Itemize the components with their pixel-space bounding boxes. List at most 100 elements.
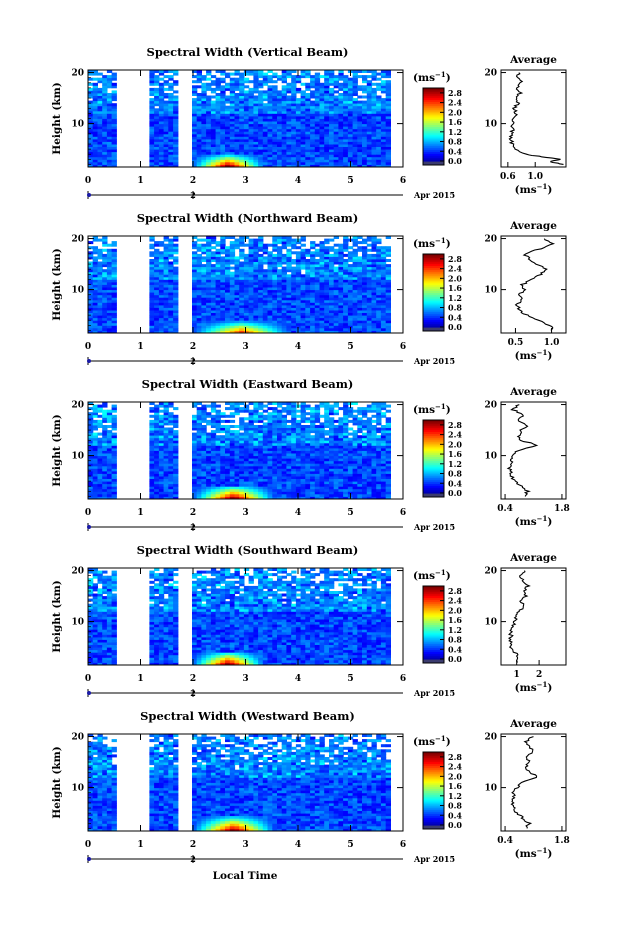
- heatmap-cell: [267, 105, 273, 109]
- heatmap-cell: [352, 236, 358, 239]
- heatmap-cell: [385, 128, 391, 132]
- heatmap-cell: [102, 430, 108, 434]
- heatmap-cell: [253, 325, 259, 329]
- heatmap-cell: [324, 238, 330, 242]
- heatmap-cell: [154, 274, 160, 278]
- heatmap-cell: [210, 279, 217, 283]
- heatmap-cell: [102, 325, 108, 329]
- heatmap-cell: [201, 128, 207, 132]
- heatmap-cell: [295, 154, 302, 158]
- heatmap-cell: [239, 491, 245, 495]
- heatmap-cell: [97, 93, 103, 96]
- heatmap-cell: [385, 161, 391, 165]
- heatmap-cell: [362, 246, 368, 250]
- heatmap-cell: [286, 251, 292, 255]
- heatmap-cell: [192, 123, 198, 127]
- heatmap-cell: [300, 103, 306, 107]
- heatmap-cell: [210, 256, 217, 260]
- heatmap-cell: [220, 276, 226, 280]
- heatmap-cell: [295, 118, 302, 122]
- heatmap-cell: [201, 445, 207, 449]
- heatmap-cell: [229, 468, 236, 472]
- heatmap-cell: [371, 281, 377, 285]
- heatmap-cell: [192, 445, 198, 449]
- heatmap-cell: [248, 126, 254, 130]
- heatmap-cell: [154, 310, 160, 313]
- heatmap-cell: [192, 121, 198, 125]
- heatmap-cell: [220, 238, 226, 242]
- heatmap-cell: [258, 80, 264, 84]
- heatmap-cell: [376, 138, 382, 142]
- heatmap-cell: [272, 276, 278, 280]
- heatmap-cell: [385, 113, 391, 117]
- heatmap-cell: [215, 440, 221, 444]
- heatmap-cell: [329, 281, 335, 285]
- heatmap-cell: [262, 312, 269, 316]
- heatmap-cell: [239, 100, 245, 104]
- heatmap-cell: [111, 294, 117, 298]
- heatmap-cell: [215, 327, 221, 331]
- heatmap-cell: [343, 133, 349, 137]
- heatmap-cell: [371, 269, 377, 273]
- heatmap-cell: [281, 70, 287, 73]
- heatmap-cell: [215, 404, 221, 408]
- heatmap-cell: [300, 310, 306, 313]
- heatmap-cell: [196, 478, 202, 482]
- heatmap-cell: [97, 455, 103, 459]
- heatmap-cell: [253, 77, 259, 81]
- heatmap-cell: [92, 98, 98, 102]
- heatmap-cell: [92, 325, 98, 329]
- heatmap-cell: [385, 294, 391, 298]
- heatmap-cell: [357, 156, 363, 160]
- heatmap-cell: [97, 149, 103, 153]
- heatmap-cell: [163, 274, 169, 278]
- heatmap-cell: [88, 149, 94, 153]
- heatmap-cell: [173, 425, 179, 428]
- heatmap-cell: [92, 251, 98, 255]
- heatmap-cell: [376, 269, 382, 273]
- heatmap-cell: [333, 144, 339, 147]
- heatmap-cell: [206, 264, 212, 268]
- heatmap-cell: [357, 133, 363, 137]
- heatmap-cell: [258, 312, 264, 316]
- heatmap-cell: [215, 488, 221, 492]
- heatmap-cell: [239, 432, 245, 436]
- heatmap-cell: [88, 281, 94, 285]
- heatmap-cell: [168, 161, 174, 165]
- heatmap-cell: [149, 427, 155, 431]
- heatmap-cell: [329, 123, 335, 127]
- heatmap-cell: [258, 486, 264, 490]
- heatmap-cell: [173, 80, 179, 84]
- heatmap-cell: [314, 325, 321, 329]
- heatmap-cell: [338, 246, 344, 250]
- heatmap-cell: [329, 330, 335, 334]
- heatmap-cell: [201, 287, 207, 291]
- heatmap-cell: [281, 289, 287, 293]
- heatmap-cell: [286, 110, 292, 114]
- heatmap-cell: [229, 491, 236, 495]
- heatmap-cell: [215, 317, 221, 321]
- heatmap-cell: [258, 425, 264, 428]
- colorbar-cell: [423, 275, 444, 278]
- heatmap-cell: [272, 302, 278, 306]
- heatmap-cell: [352, 161, 358, 165]
- heatmap-cell: [277, 164, 283, 168]
- heatmap-cell: [173, 465, 179, 469]
- x-tick-label: 4: [295, 342, 301, 352]
- heatmap-cell: [163, 287, 169, 291]
- heatmap-cell: [239, 82, 245, 86]
- heatmap-cell: [201, 85, 207, 89]
- heatmap-cell: [158, 159, 165, 163]
- heatmap-cell: [206, 151, 212, 155]
- heatmap-cell: [215, 149, 221, 153]
- heatmap-cell: [210, 409, 217, 413]
- heatmap-cell: [229, 77, 236, 81]
- heatmap-cell: [220, 110, 226, 114]
- heatmap-cell: [347, 322, 354, 326]
- heatmap-cell: [385, 274, 391, 278]
- heatmap-cell: [376, 325, 382, 329]
- heatmap-cell: [215, 266, 221, 270]
- heatmap-cell: [225, 327, 231, 331]
- heatmap-cell: [291, 322, 297, 326]
- heatmap-cell: [324, 80, 330, 84]
